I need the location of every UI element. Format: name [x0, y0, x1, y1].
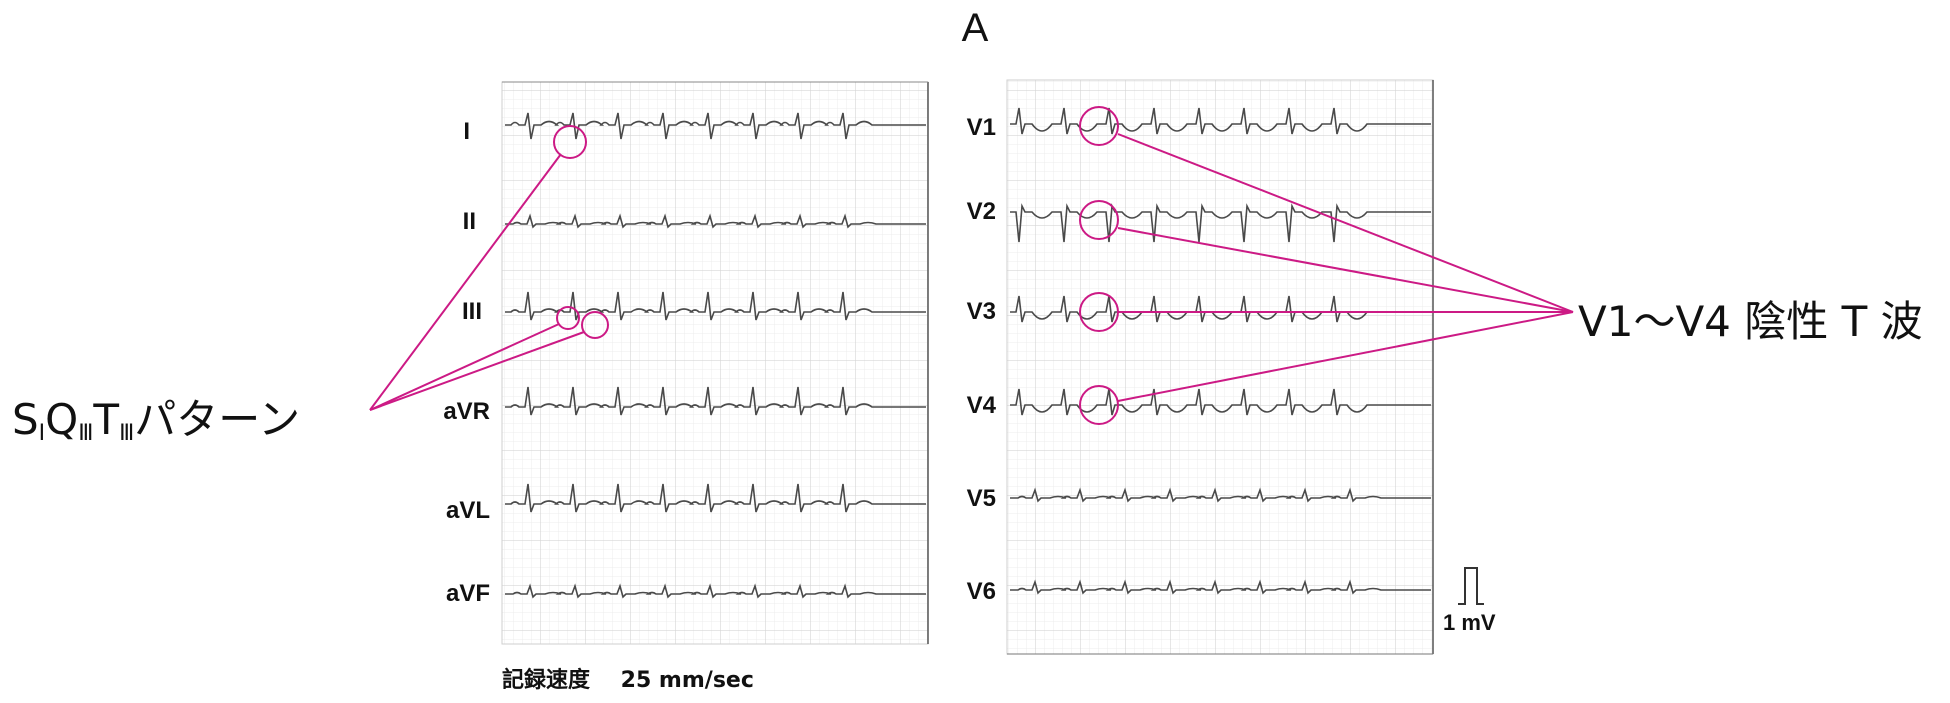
s-wave-circle-lead-I — [553, 125, 587, 159]
pointer-line-V1 — [1117, 133, 1574, 313]
pointer-line-3 — [369, 331, 585, 411]
trace-aVL — [505, 483, 926, 513]
limb-lead-traces — [505, 112, 926, 599]
lead-label-V1: V1 — [966, 114, 996, 141]
trace-V2 — [1010, 203, 1431, 243]
lead-label-II: II — [462, 208, 476, 235]
lead-label-V2: V2 — [966, 198, 996, 225]
trace-V6 — [1010, 579, 1431, 595]
lead-label-aVL: aVL — [445, 497, 490, 524]
calibration-label: 1 mV — [1443, 610, 1496, 635]
lead-label-aVF: aVF — [445, 580, 490, 607]
lead-label-III: III — [461, 298, 482, 325]
trace-III — [505, 291, 926, 321]
lead-label-V6: V6 — [966, 578, 996, 605]
trace-V4 — [1010, 388, 1431, 416]
lead-label-V5: V5 — [966, 485, 996, 512]
t-wave-circle-V4 — [1079, 385, 1119, 425]
pointer-line-V2 — [1117, 227, 1574, 313]
lead-label-V3: V3 — [966, 298, 996, 325]
siqt-pattern-label: SIQⅢTⅢパターン — [12, 395, 301, 446]
trace-II — [505, 213, 926, 229]
negative-t-annotation — [1079, 106, 1574, 425]
trace-V1 — [1010, 107, 1431, 135]
chest-lead-strip — [1006, 79, 1434, 655]
calibration-pulse — [1458, 567, 1484, 605]
pointer-line-2 — [369, 323, 560, 411]
pointer-line-1 — [369, 153, 562, 411]
lead-label-aVR: aVR — [443, 398, 490, 425]
trace-aVR — [505, 386, 926, 416]
t-wave-circle-V1 — [1079, 106, 1119, 146]
t-wave-circle-V2 — [1079, 200, 1119, 240]
recording-speed-caption: 記録速度 25 mm/sec — [502, 668, 754, 693]
t-wave-circle-lead-III — [581, 311, 609, 339]
limb-lead-strip — [501, 81, 929, 645]
trace-I — [505, 112, 926, 140]
negative-t-wave-label: V1～V4 陰性 T 波 — [1578, 297, 1923, 346]
panel-label: A — [961, 6, 989, 50]
q-wave-circle-lead-III — [556, 306, 580, 330]
trace-aVF — [505, 583, 926, 599]
pointer-line-V4 — [1117, 311, 1574, 402]
trace-V5 — [1010, 487, 1431, 503]
lead-label-I: I — [463, 118, 470, 145]
siqt-annotation — [369, 125, 609, 411]
lead-label-V4: V4 — [966, 392, 996, 419]
